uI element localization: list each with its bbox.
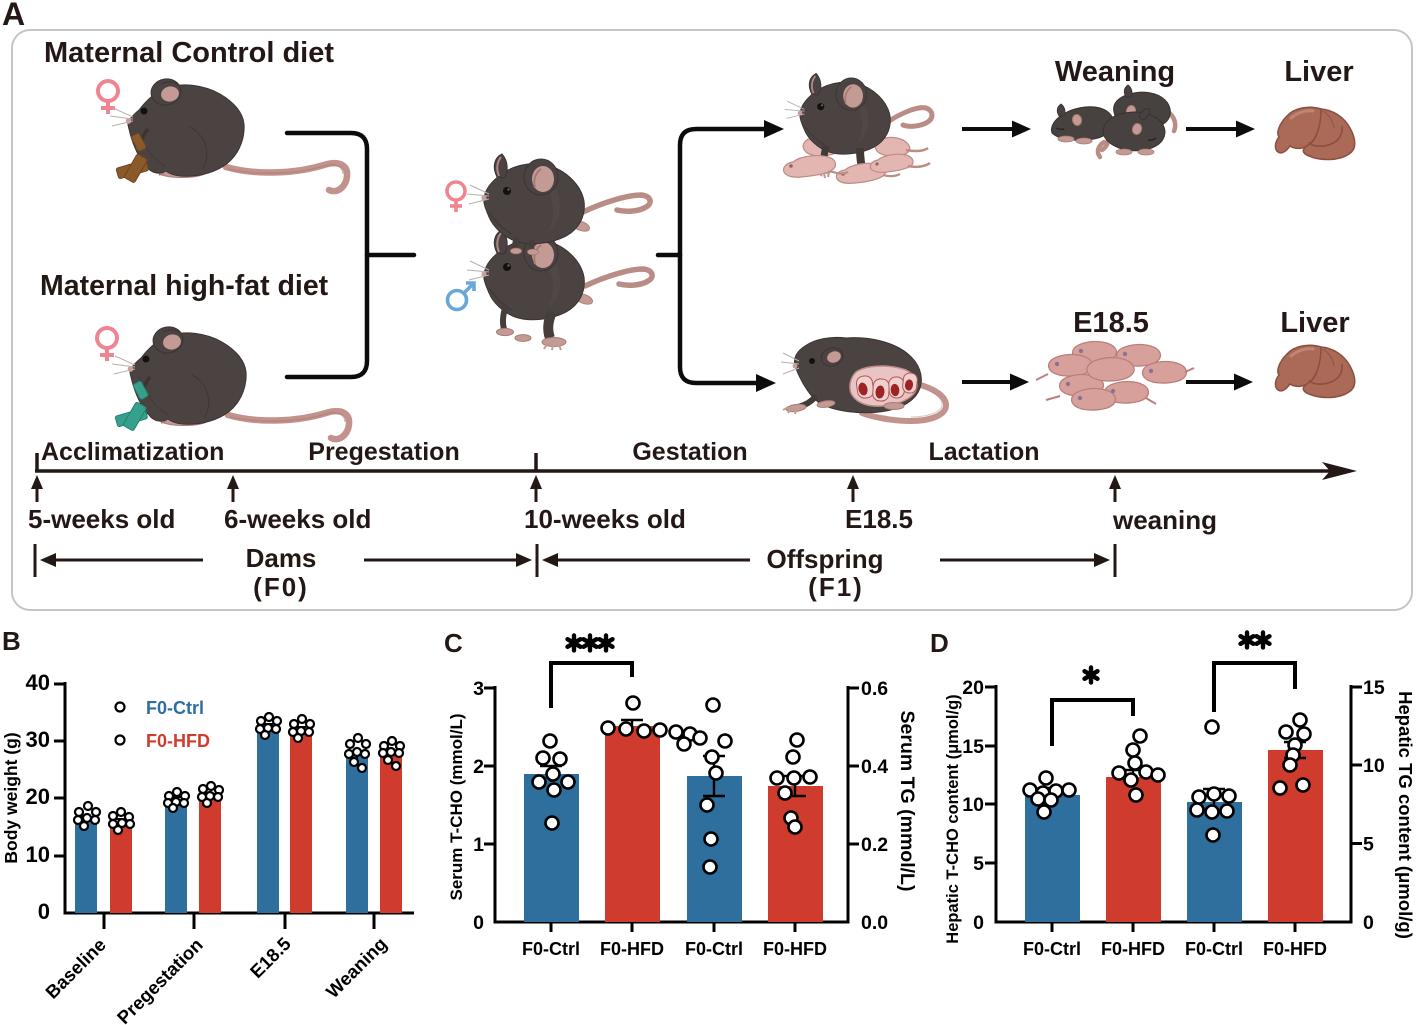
svg-text:6-weeks old: 6-weeks old xyxy=(224,504,371,534)
svg-text:Liver: Liver xyxy=(1280,307,1349,339)
svg-text:5: 5 xyxy=(1363,834,1374,856)
svg-text:10: 10 xyxy=(962,794,984,816)
svg-text:Serum TG (mmol/L): Serum TG (mmol/L) xyxy=(896,711,918,892)
svg-text:5: 5 xyxy=(973,853,984,875)
svg-text:0.6: 0.6 xyxy=(861,678,888,700)
svg-text:Lactation: Lactation xyxy=(928,438,1039,466)
svg-text:A: A xyxy=(2,0,25,32)
svg-text:F0-Ctrl: F0-Ctrl xyxy=(146,698,204,718)
svg-text:F0-Ctrl: F0-Ctrl xyxy=(1023,939,1081,959)
svg-text:Maternal high-fat diet: Maternal high-fat diet xyxy=(40,270,329,302)
svg-text:0: 0 xyxy=(973,912,984,934)
svg-text:Pregestation: Pregestation xyxy=(308,438,459,466)
svg-text:Liver: Liver xyxy=(1284,56,1353,88)
svg-text:Hepatic T-CHO content (μmol/g): Hepatic T-CHO content (μmol/g) xyxy=(944,694,962,943)
svg-text:30: 30 xyxy=(26,727,50,752)
svg-text:E18.5: E18.5 xyxy=(1073,307,1149,339)
svg-text:0: 0 xyxy=(1363,912,1374,934)
svg-text:E18.5: E18.5 xyxy=(845,504,913,534)
svg-text:2: 2 xyxy=(473,756,484,778)
svg-text:E18.5: E18.5 xyxy=(246,933,295,982)
svg-text:F0-HFD: F0-HFD xyxy=(600,939,664,959)
svg-text:1: 1 xyxy=(473,834,484,856)
svg-text:Serum T-CHO (mmol/L): Serum T-CHO (mmol/L) xyxy=(447,713,466,900)
svg-text:D: D xyxy=(930,628,949,658)
svg-text:Gestation: Gestation xyxy=(632,438,747,466)
svg-text:Weaning: Weaning xyxy=(1055,56,1175,88)
svg-text:0.0: 0.0 xyxy=(861,912,888,934)
svg-text:20: 20 xyxy=(26,784,50,809)
svg-text:F0-HFD: F0-HFD xyxy=(1101,939,1165,959)
svg-text:Offspring: Offspring xyxy=(767,544,884,574)
svg-text:Pregestation: Pregestation xyxy=(113,934,207,1025)
svg-text:5-weeks old: 5-weeks old xyxy=(28,504,175,534)
svg-text:Baseline: Baseline xyxy=(41,934,110,1003)
svg-text:3: 3 xyxy=(473,678,484,700)
svg-text:F0-HFD: F0-HFD xyxy=(1263,939,1327,959)
svg-text:0.2: 0.2 xyxy=(861,834,888,856)
svg-text:F0-Ctrl: F0-Ctrl xyxy=(522,939,580,959)
svg-text:B: B xyxy=(2,626,21,656)
svg-text:(F0): (F0) xyxy=(253,572,309,602)
svg-text:Dams: Dams xyxy=(246,543,317,573)
svg-text:F0-Ctrl: F0-Ctrl xyxy=(685,939,743,959)
svg-text:10: 10 xyxy=(1363,755,1385,777)
svg-text:F0-Ctrl: F0-Ctrl xyxy=(1185,939,1243,959)
svg-text:0: 0 xyxy=(473,912,484,934)
svg-text:(F1): (F1) xyxy=(808,572,864,602)
svg-text:15: 15 xyxy=(1363,677,1385,699)
svg-text:C: C xyxy=(444,628,463,658)
svg-text:Maternal Control diet: Maternal Control diet xyxy=(44,37,334,69)
svg-text:20: 20 xyxy=(962,677,984,699)
svg-text:F0-HFD: F0-HFD xyxy=(146,731,210,751)
svg-text:10-weeks old: 10-weeks old xyxy=(524,504,686,534)
svg-text:10: 10 xyxy=(26,842,50,867)
svg-text:0.4: 0.4 xyxy=(861,756,888,778)
svg-text:Hepatic TG content (μmol/g): Hepatic TG content (μmol/g) xyxy=(1395,691,1416,939)
svg-text:40: 40 xyxy=(26,670,50,695)
svg-text:Weaning: Weaning xyxy=(322,933,391,1002)
svg-text:Body weight (g): Body weight (g) xyxy=(1,732,21,863)
svg-text:15: 15 xyxy=(962,736,984,758)
svg-text:weaning: weaning xyxy=(1112,505,1217,535)
svg-text:Acclimatization: Acclimatization xyxy=(41,438,224,466)
svg-text:0: 0 xyxy=(38,899,50,924)
svg-text:F0-HFD: F0-HFD xyxy=(763,939,827,959)
